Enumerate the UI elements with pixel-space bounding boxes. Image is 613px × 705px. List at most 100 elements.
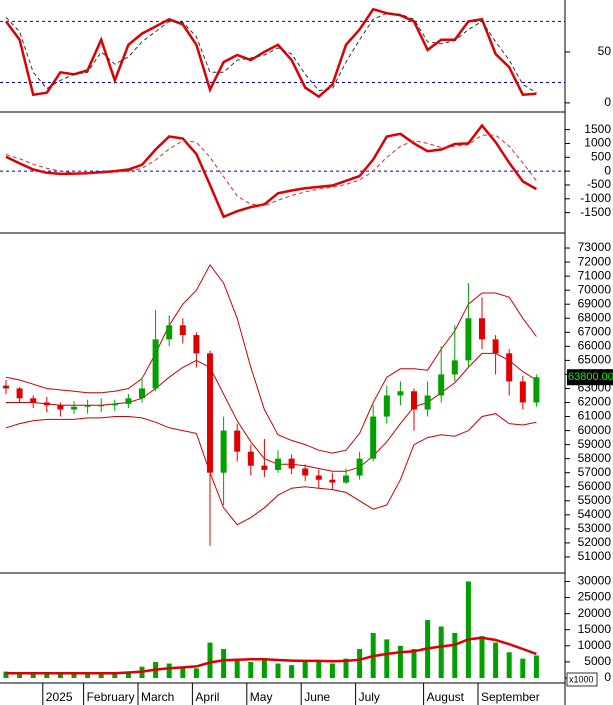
volume-bar (438, 626, 444, 678)
candle-body (16, 388, 23, 399)
candle-body (356, 458, 363, 476)
bollinger-band (6, 352, 537, 472)
y-tick-label: 60000 (578, 423, 612, 437)
y-tick-label: 61000 (578, 409, 612, 423)
candle-body (424, 395, 431, 410)
volume-bar (465, 581, 471, 678)
y-tick-label: 70000 (578, 282, 612, 296)
y-tick-label: 1500 (584, 122, 611, 136)
x-tick-label: April (195, 690, 219, 704)
candle-body (288, 458, 295, 469)
volume-bar (85, 672, 91, 678)
y-tick-label: 55000 (578, 493, 612, 507)
candle-body (207, 353, 213, 473)
volume-bar (57, 673, 63, 678)
volume-bar (533, 655, 539, 678)
candle-body (411, 391, 417, 410)
candle-body (519, 381, 526, 403)
volume-bar (357, 649, 363, 678)
candle-body (57, 405, 64, 410)
last-price-box (567, 369, 613, 386)
x-tick-label: February (87, 690, 135, 704)
candle-body (166, 325, 173, 340)
volume-bar (193, 668, 199, 678)
y-tick-label: 57000 (578, 465, 612, 479)
last-price-label: 63800.00 (568, 371, 613, 383)
volume-bar (316, 660, 322, 678)
y-tick-label: -500 (587, 177, 611, 191)
y-tick-label: 65000 (578, 353, 612, 367)
candle-body (152, 339, 159, 389)
y-tick-label: 56000 (578, 479, 612, 493)
volume-bar (384, 639, 390, 678)
y-tick-label: 66000 (578, 339, 612, 353)
volume-bar (452, 632, 458, 678)
candle-body (438, 374, 445, 396)
y-tick-label: 15000 (578, 622, 612, 636)
candle-body (275, 458, 281, 470)
y-tick-label: 68000 (578, 310, 612, 324)
x-tick-label: August (427, 690, 465, 704)
line-series (5, 12, 537, 94)
candle-body (220, 430, 227, 473)
candle-body (343, 475, 349, 483)
y-tick-label: -1000 (580, 191, 611, 205)
candle-body (506, 353, 513, 382)
candle-body (329, 479, 336, 483)
y-tick-label: 30000 (578, 574, 612, 588)
candle-body (3, 385, 9, 389)
volume-bar (234, 658, 240, 678)
y-tick-label: 5000 (584, 654, 611, 668)
candle-body (43, 402, 50, 406)
x-tick-label: September (481, 690, 540, 704)
volume-bar (493, 642, 499, 678)
candle-body (370, 416, 377, 459)
unit-label: x1000 (569, 674, 594, 684)
x-tick-label: June (304, 690, 330, 704)
volume-bar (506, 652, 512, 678)
y-tick-label: 72000 (578, 254, 612, 268)
volume-bar (261, 660, 267, 678)
volume-bar (397, 645, 403, 678)
volume-bar (3, 671, 9, 678)
y-tick-label: 53000 (578, 521, 612, 535)
candle-body (234, 430, 241, 452)
volume-bar (248, 661, 254, 678)
y-tick-label: 54000 (578, 507, 612, 521)
volume-bar (17, 672, 23, 678)
candle-body (492, 339, 499, 354)
volume-average (6, 636, 537, 675)
candle-body (465, 318, 472, 361)
y-tick-label: 73000 (578, 240, 612, 254)
y-tick-label: 50 (598, 44, 612, 58)
x-tick-label: July (359, 690, 380, 704)
y-tick-label: 25000 (578, 590, 612, 604)
volume-bar (71, 672, 77, 678)
volume-bar (520, 658, 526, 678)
y-tick-label: 0 (604, 163, 611, 177)
volume-bar (329, 663, 335, 678)
bollinger-band (5, 263, 537, 454)
y-tick-label: 52000 (578, 535, 612, 549)
x-tick-label: March (141, 690, 174, 704)
candle-body (98, 405, 105, 407)
y-tick-label: 69000 (578, 296, 612, 310)
candle-body (179, 325, 186, 336)
y-tick-label: 59000 (578, 437, 612, 451)
candle-body (111, 403, 118, 406)
volume-bar (98, 673, 104, 678)
line-series (5, 134, 537, 207)
candle-body (533, 377, 540, 403)
line-series (4, 7, 537, 99)
y-tick-label: 1000 (584, 136, 611, 150)
volume-bar (112, 672, 118, 678)
y-tick-label: 20000 (578, 606, 612, 620)
candle-body (261, 465, 268, 470)
volume-bar (275, 663, 281, 678)
candle-body (125, 398, 132, 404)
volume-bar (180, 666, 186, 678)
volume-bar (207, 642, 213, 678)
volume-bar (30, 673, 36, 678)
candle-body (247, 451, 254, 466)
